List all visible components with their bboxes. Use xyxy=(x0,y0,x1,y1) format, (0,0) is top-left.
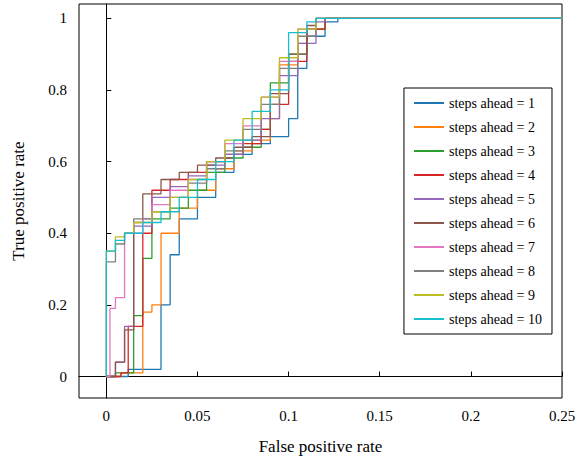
svg-text:0.2: 0.2 xyxy=(48,297,67,313)
svg-text:True positive rate: True positive rate xyxy=(9,141,28,260)
svg-text:0: 0 xyxy=(60,369,68,385)
svg-text:0: 0 xyxy=(103,408,111,424)
svg-text:0.25: 0.25 xyxy=(549,408,575,424)
svg-text:steps ahead = 7: steps ahead = 7 xyxy=(449,240,535,255)
svg-text:0.15: 0.15 xyxy=(367,408,393,424)
svg-text:0.05: 0.05 xyxy=(184,408,210,424)
svg-text:1: 1 xyxy=(60,10,68,26)
svg-text:steps ahead = 5: steps ahead = 5 xyxy=(449,192,535,207)
svg-text:steps ahead = 10: steps ahead = 10 xyxy=(449,312,542,327)
svg-text:0.1: 0.1 xyxy=(279,408,298,424)
svg-text:0.6: 0.6 xyxy=(48,154,67,170)
svg-text:steps ahead = 3: steps ahead = 3 xyxy=(449,144,535,159)
svg-text:steps ahead = 1: steps ahead = 1 xyxy=(449,96,535,111)
svg-text:steps ahead = 8: steps ahead = 8 xyxy=(449,264,535,279)
svg-text:0.2: 0.2 xyxy=(461,408,480,424)
svg-text:steps ahead = 6: steps ahead = 6 xyxy=(449,216,535,231)
svg-text:0.8: 0.8 xyxy=(48,82,67,98)
svg-text:0.4: 0.4 xyxy=(48,225,67,241)
svg-text:steps ahead = 9: steps ahead = 9 xyxy=(449,288,535,303)
svg-text:False positive rate: False positive rate xyxy=(259,437,383,456)
svg-text:steps ahead = 2: steps ahead = 2 xyxy=(449,120,535,135)
svg-text:steps ahead = 4: steps ahead = 4 xyxy=(449,168,535,183)
